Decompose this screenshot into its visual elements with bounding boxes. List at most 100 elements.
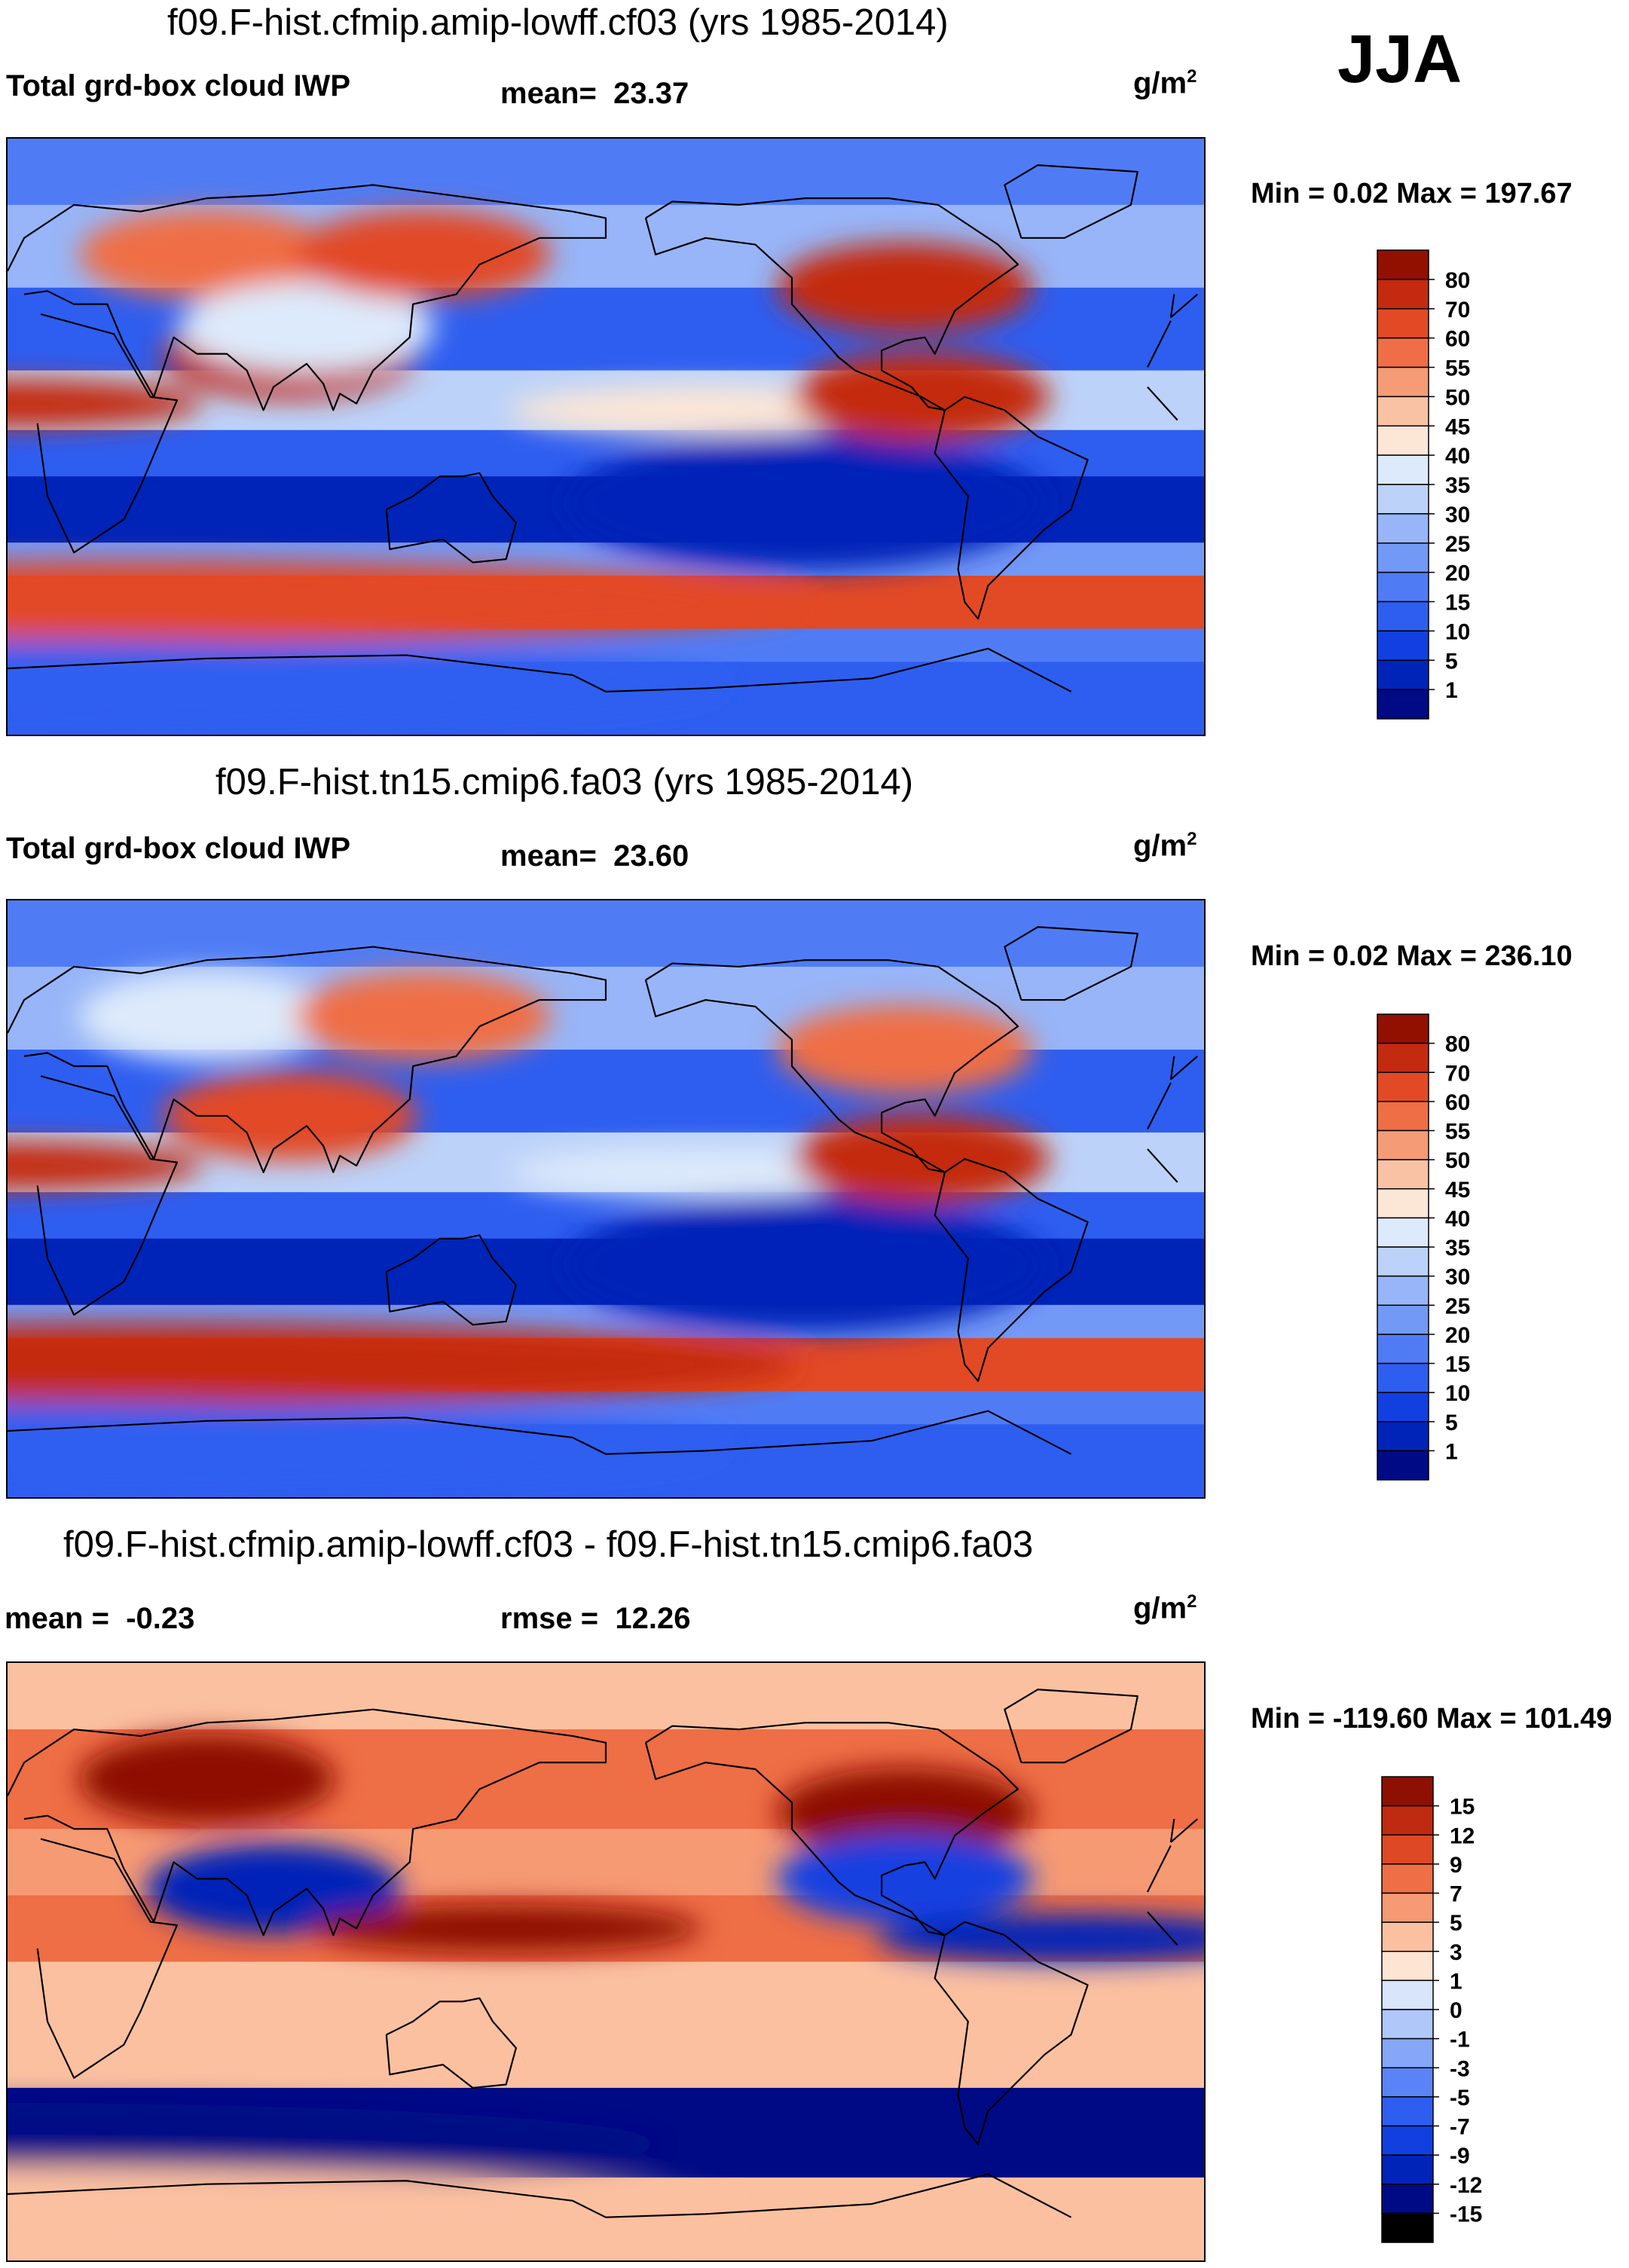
coastline-0-0 (1147, 320, 1172, 368)
colorbar-box-2 (1377, 1071, 1429, 1102)
coastline-0-1 (36, 1075, 179, 1316)
colorbar-label-9: 25 (1445, 1294, 1470, 1319)
colorbar-box-4 (1377, 1129, 1429, 1160)
colorbar-box-12 (1381, 2125, 1434, 2156)
region-antarctica (8, 1402, 726, 1493)
panel2-colorbar: 80 70 60 55 50 45 40 35 30 25 20 15 10 5 1 (1377, 1013, 1558, 1487)
region-subtropical-south-pacific (564, 435, 1046, 570)
colorbar-box-12 (1377, 1362, 1429, 1393)
coastline-5-0 (8, 1410, 1072, 1455)
colorbar-box-9 (1381, 2037, 1434, 2068)
colorbar-box-4 (1377, 366, 1429, 398)
colorbar-box-1 (1377, 1042, 1429, 1073)
colorbar-label-6: 1 (1450, 1969, 1462, 1994)
region-southern-ocean-storm-track (8, 1323, 799, 1406)
panel1-minmax: Min = 0.02 Max = 197.67 (1251, 178, 1572, 209)
colorbar-box-0 (1381, 1776, 1434, 1807)
coastline-5-0 (8, 647, 1072, 692)
panel2-variable-label: Total grd-box cloud IWP (6, 832, 350, 865)
colorbar-box-10 (1381, 2067, 1434, 2098)
colorbar-box-11 (1377, 571, 1429, 603)
colorbar-label-5: 3 (1450, 1940, 1462, 1965)
region-east-siberia (295, 209, 551, 300)
colorbar-label-2: 9 (1450, 1853, 1462, 1878)
colorbar-label-10: 20 (1445, 561, 1470, 586)
colorbar-box-14 (1377, 1421, 1429, 1452)
colorbar-box-11 (1381, 2096, 1434, 2127)
colorbar-label-13: 5 (1445, 1411, 1458, 1435)
colorbar-label-13: 5 (1445, 649, 1458, 674)
colorbar-label-5: 45 (1445, 414, 1470, 439)
coastline-1-0 (1169, 1818, 1175, 1843)
colorbar-label-8: 30 (1445, 503, 1470, 527)
colorbar-label-11: 15 (1445, 591, 1470, 616)
colorbar-label-4: 5 (1450, 1911, 1462, 1936)
coastline-0-0 (1147, 1845, 1172, 1893)
colorbar-box-7 (1381, 1979, 1434, 2010)
colorbar-box-15 (1377, 1450, 1429, 1481)
colorbar-box-2 (1381, 1834, 1434, 1865)
colorbar-box-11 (1377, 1334, 1429, 1365)
coastline-1-1 (8, 946, 607, 1173)
colorbar-label-12: 10 (1445, 1381, 1470, 1406)
panel3-title: f09.F-hist.cfmip.amip-lowff.cf03 - f09.F… (63, 1524, 1034, 1565)
coastline-6-0 (1004, 926, 1138, 1001)
coastline-4-0 (385, 1997, 517, 2089)
colorbar-label-1: 70 (1445, 298, 1470, 322)
colorbar-box-3 (1377, 1101, 1429, 1132)
colorbar-label-7: 35 (1445, 1236, 1470, 1261)
region-north-america (777, 1004, 1033, 1095)
region-west-africa-itcz (8, 1142, 203, 1190)
colorbar-label-11: 15 (1445, 1353, 1470, 1377)
colorbar-label-1: 70 (1445, 1061, 1470, 1086)
panel1-mean: mean= 23.37 (500, 77, 689, 110)
colorbar-label-14: -15 (1450, 2202, 1482, 2227)
region-subpolar-north-atlantic-eurasia (79, 971, 335, 1062)
panel1-unit: g/m2 (1133, 66, 1197, 100)
colorbar-box-12 (1377, 601, 1429, 632)
colorbar-box-14 (1381, 2184, 1434, 2215)
coastline-0-2 (1147, 1148, 1178, 1183)
colorbar-label-4: 50 (1445, 1148, 1470, 1173)
region-subtropical-south-pacific (564, 1197, 1046, 1333)
colorbar-box-0 (1377, 249, 1429, 280)
colorbar-label-7: 0 (1450, 1998, 1462, 2023)
coastline-0-2 (1147, 1911, 1178, 1946)
colorbar-label-1: 12 (1450, 1823, 1475, 1848)
coastline-1-2 (1170, 1818, 1198, 1843)
region-tropical-band-north (310, 1904, 702, 1953)
coastline-3-0 (934, 1158, 1089, 1383)
lat-band-0 (8, 1663, 1204, 1731)
panel1-colorbar: 80 70 60 55 50 45 40 35 30 25 20 15 10 5 1 (1377, 249, 1558, 726)
region-north-america (777, 243, 1033, 333)
colorbar-label-0: 80 (1445, 1032, 1470, 1057)
colorbar-box-6 (1381, 1951, 1434, 1982)
coastline-3-0 (934, 1921, 1089, 2145)
colorbar-label-4: 50 (1445, 385, 1470, 410)
lat-band-5 (8, 2028, 1204, 2089)
colorbar-box-15 (1381, 2212, 1434, 2243)
colorbar-label-6: 40 (1445, 1206, 1470, 1231)
region-subpolar-north-atlantic-eurasia (79, 209, 335, 300)
lat-band-4 (8, 1961, 1204, 2029)
colorbar-label-10: -5 (1450, 2086, 1470, 2111)
panel3-colorbar: 15 12 9 7 5 3 1 0 -1 -3 -5 -7 -9 -12 -15 (1381, 1776, 1563, 2250)
colorbar-box-13 (1377, 1392, 1429, 1423)
panel3-rmse: rmse = 12.26 (500, 1602, 691, 1635)
colorbar-label-3: 55 (1445, 356, 1470, 381)
colorbar-box-9 (1377, 1275, 1429, 1306)
season-label: JJA (1337, 22, 1462, 97)
colorbar-box-10 (1377, 543, 1429, 573)
colorbar-label-14: 1 (1445, 1439, 1458, 1464)
coastline-6-0 (1004, 164, 1138, 239)
colorbar-box-1 (1381, 1805, 1434, 1835)
colorbar-box-9 (1377, 513, 1429, 544)
panel3-mean: mean = -0.23 (5, 1602, 195, 1635)
colorbar-label-0: 80 (1445, 268, 1470, 293)
colorbar-box-13 (1381, 2154, 1434, 2185)
colorbar-box-8 (1377, 484, 1429, 515)
panel1-map (6, 137, 1206, 736)
colorbar-box-1 (1377, 279, 1429, 310)
colorbar-label-11: -7 (1450, 2115, 1470, 2140)
region-southern-ocean-storm-track (8, 561, 799, 643)
